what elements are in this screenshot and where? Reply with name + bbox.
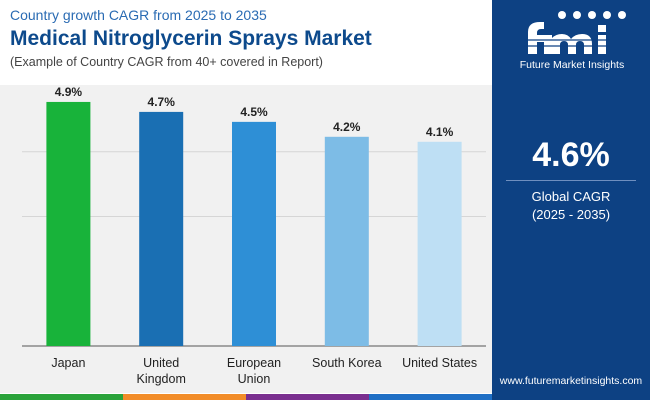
- bar: [139, 111, 184, 347]
- data-label: 4.1%: [426, 125, 454, 139]
- x-tick-label: South Korea: [312, 356, 382, 370]
- x-tick-label: Kingdom: [137, 372, 186, 386]
- data-label: 4.2%: [333, 120, 361, 134]
- kpi-divider: [506, 180, 636, 181]
- global-cagr-value: 4.6%: [532, 136, 610, 174]
- sidebar: Future Market Insights 4.6% Global CAGR …: [492, 0, 650, 400]
- header: Country growth CAGR from 2025 to 2035 Me…: [10, 6, 490, 70]
- brand-name: Future Market Insights: [520, 59, 624, 71]
- data-label: 4.5%: [240, 105, 268, 119]
- global-cagr-label: Global CAGR (2025 - 2035): [492, 188, 650, 224]
- chart-note: (Example of Country CAGR from 40+ covere…: [10, 55, 323, 69]
- data-label: 4.7%: [148, 95, 176, 109]
- bottom-color-strip: [0, 394, 492, 400]
- strip-segment-orange: [123, 394, 246, 400]
- strip-segment-purple: [246, 394, 369, 400]
- x-tick-label: European: [227, 356, 281, 370]
- x-tick-label: United: [143, 356, 179, 370]
- x-tick-label: Japan: [51, 356, 85, 370]
- x-tick-label: Union: [238, 372, 271, 386]
- bar: [324, 136, 369, 346]
- bar: [417, 141, 462, 346]
- strip-segment-green: [0, 394, 123, 400]
- bar-chart: 4.9% Japan 4.7% United Kingdom 4.5% European Un…: [22, 85, 486, 386]
- bar: [46, 101, 91, 346]
- global-cagr-label-line1: Global CAGR: [531, 189, 611, 204]
- data-label: 4.9%: [55, 85, 83, 99]
- bar: [232, 121, 276, 346]
- strip-segment-blue: [369, 394, 492, 400]
- chart-subtitle: Country growth CAGR from 2025 to 2035: [10, 7, 267, 23]
- chart-panel: 4.9% Japan 4.7% United Kingdom 4.5% European Un…: [0, 85, 492, 393]
- global-cagr-period: (2025 - 2035): [531, 207, 611, 222]
- x-tick-label: United States: [402, 356, 477, 370]
- chart-title: Medical Nitroglycerin Sprays Market: [10, 27, 372, 50]
- website-link[interactable]: www.futuremarketinsights.com: [499, 375, 643, 387]
- fmi-logo: Future Market Insights: [520, 11, 626, 71]
